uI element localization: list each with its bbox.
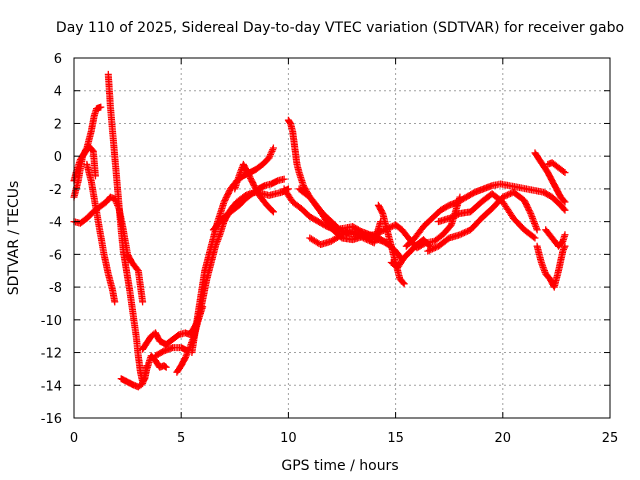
y-tick-label: -16 — [41, 412, 62, 427]
y-tick-labels: -16 -14 -12 -10 -8 -6 -4 -2 0 2 4 6 — [41, 52, 62, 427]
data-marks — [70, 70, 569, 391]
marker-plus-track — [435, 190, 539, 242]
plot-frame — [73, 57, 611, 419]
x-tick-label: 10 — [280, 431, 297, 446]
y-tick-label: -8 — [49, 281, 62, 296]
series-track-10 — [188, 144, 277, 356]
marker-plus-track — [117, 362, 151, 391]
x-tick-label: 20 — [495, 431, 512, 446]
y-tick-label: -14 — [41, 379, 62, 394]
series-track-4 — [70, 193, 147, 306]
axis-ticks — [73, 57, 611, 419]
series-track-24 — [544, 159, 569, 177]
x-tick-label: 0 — [70, 431, 78, 446]
series-track-16 — [306, 218, 385, 248]
marker-plus-track — [306, 218, 385, 248]
series-track-18 — [387, 236, 434, 271]
y-axis-title: SDTVAR / TECUs — [6, 181, 22, 296]
y-tick-label: 2 — [54, 117, 62, 132]
series-track-23 — [533, 242, 569, 291]
y-tick-label: 0 — [54, 150, 62, 165]
series-track-21 — [435, 190, 539, 242]
marker-plus-track — [209, 175, 288, 234]
series-track-6 — [117, 362, 151, 391]
series-track-3 — [83, 160, 119, 306]
y-tick-label: -12 — [41, 347, 62, 362]
x-tick-label: 25 — [602, 431, 619, 446]
x-tick-label: 5 — [177, 431, 185, 446]
marker-plus-track — [188, 144, 277, 356]
y-tick-label: -10 — [41, 314, 62, 329]
marker-plus-track — [387, 236, 434, 271]
chart-title: Day 110 of 2025, Sidereal Day-to-day VTE… — [56, 20, 624, 36]
marker-plus-track — [531, 149, 569, 206]
y-tick-label: 4 — [54, 85, 62, 100]
y-tick-label: -2 — [49, 183, 62, 198]
marker-plus-track — [544, 159, 569, 177]
y-tick-label: -6 — [49, 248, 62, 263]
y-tick-label: -4 — [49, 216, 62, 231]
x-axis-title: GPS time / hours — [281, 458, 398, 474]
series-track-17 — [374, 201, 408, 288]
marker-plus-track — [424, 188, 541, 255]
series-track-12 — [209, 175, 288, 234]
marker-plus-track — [533, 242, 569, 291]
series-track-20 — [424, 188, 541, 255]
marker-plus-track — [542, 226, 569, 250]
x-tick-label: 15 — [387, 431, 404, 446]
y-tick-label: 6 — [54, 52, 62, 67]
series-track-19 — [402, 180, 569, 250]
marker-plus-track — [402, 180, 569, 250]
marker-plus-track — [83, 160, 119, 306]
marker-plus-track — [152, 344, 192, 360]
series-track-22 — [531, 149, 569, 206]
series-track-8 — [152, 344, 192, 360]
marker-plus-track — [374, 201, 408, 288]
x-tick-labels: 0 5 10 15 20 25 — [70, 431, 618, 446]
marker-plus-track — [70, 193, 147, 306]
series-track-25 — [542, 226, 569, 250]
